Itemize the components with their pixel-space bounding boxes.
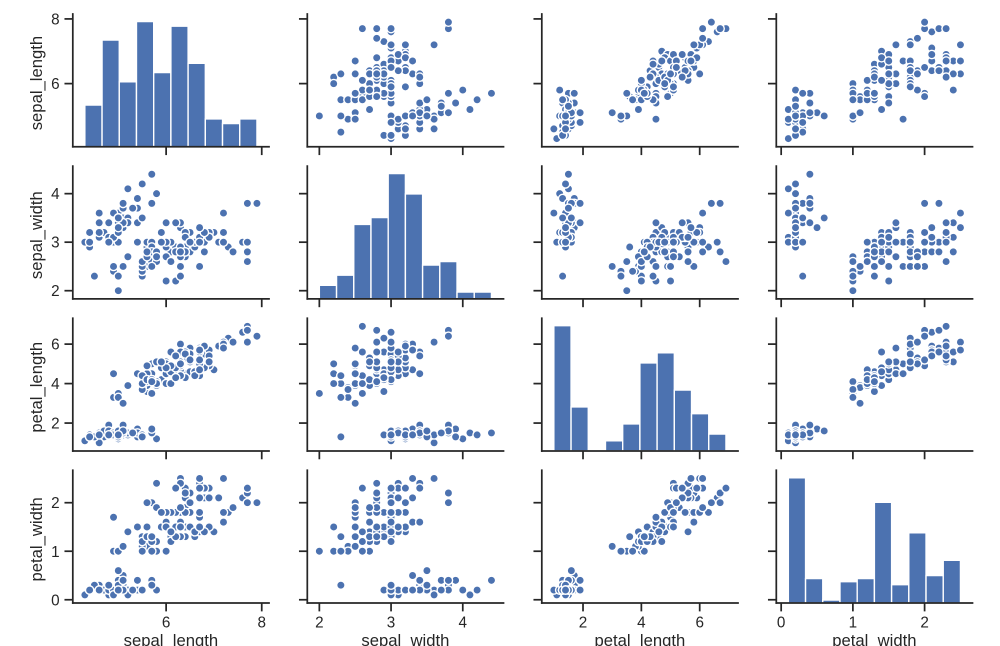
svg-text:2: 2: [579, 614, 587, 631]
svg-text:8: 8: [257, 614, 266, 631]
svg-text:6: 6: [695, 614, 704, 631]
svg-text:sepal_length: sepal_length: [27, 36, 46, 130]
svg-text:petal_width: petal_width: [27, 497, 46, 581]
svg-text:petal_width: petal_width: [832, 631, 916, 646]
svg-text:sepal_width: sepal_width: [27, 191, 46, 279]
svg-text:0: 0: [777, 614, 786, 631]
svg-text:3: 3: [387, 614, 396, 631]
svg-text:8: 8: [51, 11, 60, 28]
svg-text:4: 4: [51, 186, 60, 203]
svg-text:6: 6: [51, 76, 60, 93]
svg-text:sepal_length: sepal_length: [124, 631, 218, 646]
svg-text:1: 1: [849, 614, 858, 631]
svg-text:2: 2: [51, 495, 60, 512]
svg-text:2: 2: [51, 416, 60, 433]
svg-text:0: 0: [51, 592, 60, 609]
svg-text:petal_length: petal_length: [595, 631, 686, 646]
svg-text:2: 2: [51, 283, 60, 300]
svg-text:2: 2: [920, 614, 929, 631]
svg-text:3: 3: [51, 235, 60, 252]
svg-text:4: 4: [51, 376, 60, 393]
svg-text:4: 4: [637, 614, 646, 631]
svg-text:1: 1: [51, 544, 60, 561]
svg-text:petal_length: petal_length: [27, 342, 46, 433]
svg-text:sepal_width: sepal_width: [361, 631, 449, 646]
svg-text:6: 6: [51, 337, 60, 354]
svg-text:2: 2: [315, 614, 324, 631]
svg-text:6: 6: [162, 614, 171, 631]
svg-text:4: 4: [459, 614, 468, 631]
